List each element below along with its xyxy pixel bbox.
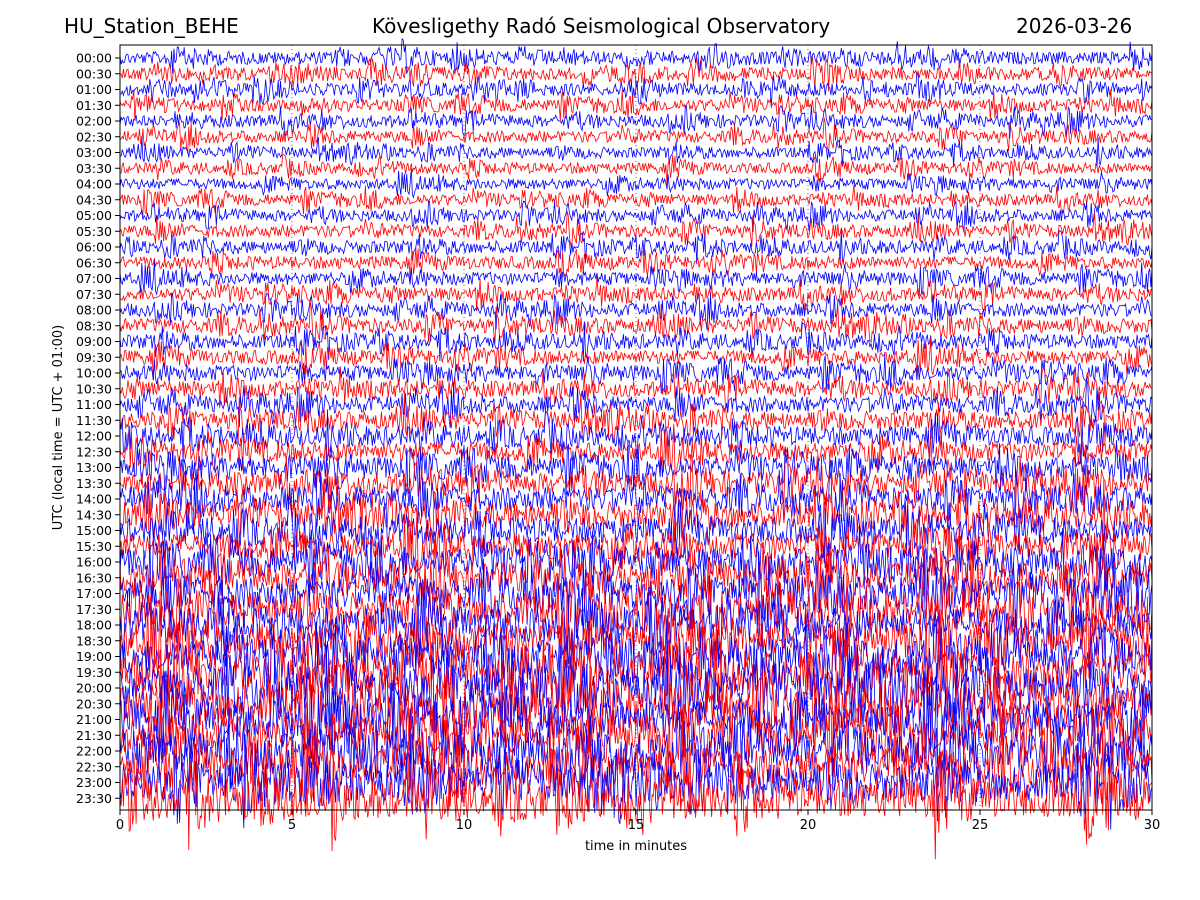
trace-0800: [119, 292, 1153, 330]
trace-1300: [119, 439, 1153, 497]
y-tick-label: 00:30: [76, 66, 112, 81]
y-tick-label: 20:00: [76, 681, 112, 696]
y-tick-label: 11:30: [76, 413, 112, 428]
y-tick-label: 15:00: [76, 523, 112, 538]
observatory-title: Kövesligethy Radó Seismological Observat…: [372, 14, 831, 38]
station-name: HU_Station_BEHE: [64, 14, 239, 38]
y-tick-label: 18:30: [76, 633, 112, 648]
y-tick-label: 09:00: [76, 334, 112, 349]
x-tick-label: 20: [800, 818, 817, 833]
y-tick-label: 15:30: [76, 539, 112, 554]
y-axis-label: UTC (local time = UTC + 01:00): [51, 325, 66, 530]
trace-2330: [119, 744, 1153, 860]
x-axis-label: time in minutes: [585, 839, 687, 854]
y-tick-label: 23:00: [76, 775, 112, 790]
y-tick-label: 16:30: [76, 570, 112, 585]
x-tick-label: 30: [1144, 818, 1161, 833]
trace-1200: [119, 409, 1153, 467]
trace-0430: [119, 185, 1153, 215]
y-tick-label: 14:30: [76, 507, 112, 522]
y-tick-label: 21:30: [76, 728, 112, 743]
y-tick-label: 06:30: [76, 255, 112, 270]
x-tick-label: 25: [972, 818, 989, 833]
trace-0200: [119, 105, 1153, 139]
y-tick-label: 11:00: [76, 397, 112, 412]
y-tick-group: 00:0000:3001:0001:3002:0002:3003:0003:30…: [76, 51, 120, 806]
y-tick-label: 17:00: [76, 586, 112, 601]
trace-2200: [119, 700, 1153, 798]
y-tick-label: 18:00: [76, 618, 112, 633]
y-tick-label: 00:00: [76, 51, 112, 66]
y-tick-label: 05:30: [76, 224, 112, 239]
trace-0730: [119, 276, 1153, 311]
y-tick-label: 12:00: [76, 429, 112, 444]
y-tick-label: 21:00: [76, 712, 112, 727]
y-tick-label: 13:00: [76, 460, 112, 475]
x-tick-label: 5: [288, 818, 296, 833]
y-tick-label: 01:00: [76, 82, 112, 97]
trace-1400: [119, 459, 1153, 535]
y-tick-label: 01:30: [76, 98, 112, 113]
y-tick-label: 08:00: [76, 303, 112, 318]
y-tick-label: 22:30: [76, 759, 112, 774]
y-tick-label: 02:30: [76, 129, 112, 144]
trace-0100: [119, 72, 1153, 108]
y-tick-label: 06:00: [76, 240, 112, 255]
y-tick-label: 04:30: [76, 192, 112, 207]
y-tick-label: 19:30: [76, 665, 112, 680]
y-tick-label: 09:30: [76, 350, 112, 365]
record-date: 2026-03-26: [1016, 14, 1133, 38]
y-tick-label: 22:00: [76, 744, 112, 759]
trace-1900: [119, 608, 1153, 701]
y-tick-label: 17:30: [76, 602, 112, 617]
y-tick-label: 03:30: [76, 161, 112, 176]
y-tick-label: 05:00: [76, 208, 112, 223]
y-tick-label: 08:30: [76, 318, 112, 333]
trace-0300: [120, 136, 1153, 168]
x-tick-label: 15: [628, 818, 645, 833]
y-tick-label: 12:30: [76, 444, 112, 459]
y-tick-label: 10:30: [76, 381, 112, 396]
y-tick-label: 19:00: [76, 649, 112, 664]
x-tick-label: 10: [456, 818, 473, 833]
y-tick-label: 14:00: [76, 492, 112, 507]
x-tick-group: 0 5 10 15 20 25 30: [116, 810, 1160, 833]
y-tick-label: 20:30: [76, 696, 112, 711]
x-tick-label: 0: [116, 818, 124, 833]
trace-0000: [119, 37, 1153, 74]
grid-group: [291, 45, 981, 810]
y-tick-label: 10:00: [76, 366, 112, 381]
y-tick-label: 16:00: [76, 555, 112, 570]
y-tick-label: 07:00: [76, 271, 112, 286]
y-tick-label: 03:00: [76, 145, 112, 160]
y-tick-label: 04:00: [76, 177, 112, 192]
y-tick-label: 23:30: [76, 791, 112, 806]
y-tick-label: 02:00: [76, 114, 112, 129]
y-tick-label: 07:30: [76, 287, 112, 302]
y-tick-label: 13:30: [76, 476, 112, 491]
